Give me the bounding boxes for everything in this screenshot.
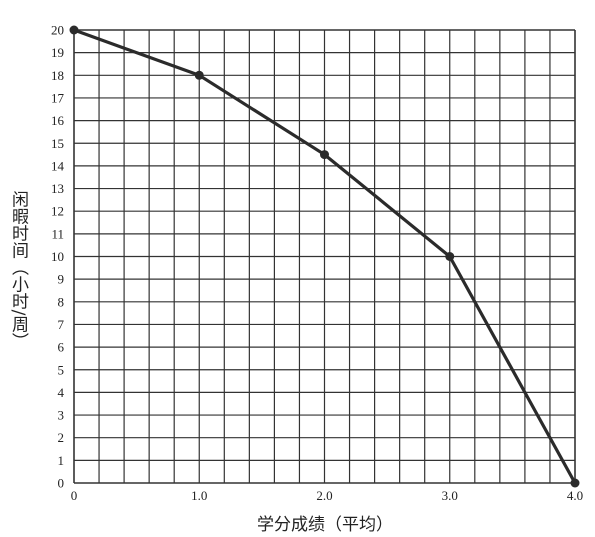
y-tick-label: 0 <box>58 476 65 491</box>
y-tick-label: 19 <box>51 45 64 60</box>
y-tick-label: 10 <box>51 249 64 264</box>
y-tick-label: 11 <box>51 226 64 241</box>
grid <box>73 29 576 484</box>
x-tick-label: 2.0 <box>316 488 332 503</box>
y-tick-label: 8 <box>58 294 65 309</box>
y-tick-label: 18 <box>51 68 64 83</box>
y-tick-label: 12 <box>51 204 64 219</box>
axis-titles: 学分成绩（平均） 闲暇时间（小时/周） <box>8 191 393 535</box>
y-tick-label: 9 <box>58 272 65 287</box>
x-axis-title: 学分成绩（平均） <box>257 515 393 535</box>
y-tick-label: 6 <box>58 340 65 355</box>
series-layer <box>69 25 580 488</box>
data-point <box>445 252 455 261</box>
y-tick-label: 13 <box>51 181 64 196</box>
data-point <box>570 478 580 488</box>
y-tick-label: 1 <box>58 453 65 468</box>
y-tick-label: 3 <box>58 408 65 423</box>
y-tick-label: 17 <box>51 90 65 105</box>
data-point <box>320 150 329 160</box>
y-tick-label: 4 <box>58 385 65 400</box>
y-tick-label: 14 <box>51 158 65 173</box>
y-tick-label: 20 <box>51 23 64 38</box>
y-tick-label: 2 <box>58 430 65 445</box>
x-tick-label: 1.0 <box>191 488 207 503</box>
data-point <box>194 70 204 80</box>
y-tick-label: 16 <box>51 113 65 128</box>
data-point <box>69 25 79 35</box>
x-tick-label: 4.0 <box>567 488 583 503</box>
y-tick-label: 5 <box>58 362 65 377</box>
y-tick-label: 7 <box>58 317 65 332</box>
y-axis-title: 闲暇时间（小时/周） <box>8 191 29 350</box>
y-tick-label: 15 <box>51 136 64 151</box>
x-tick-label: 3.0 <box>442 488 458 503</box>
x-tick-label: 0 <box>71 488 78 503</box>
